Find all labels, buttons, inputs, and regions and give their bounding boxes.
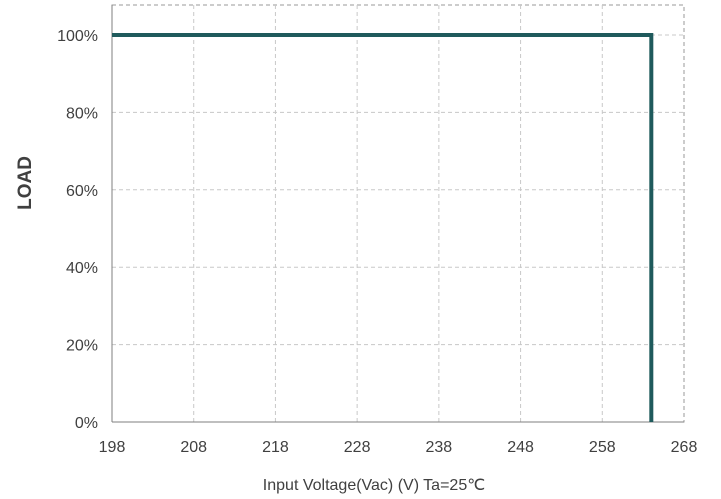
y-tick-label: 20% bbox=[66, 338, 98, 355]
series-group bbox=[112, 33, 654, 422]
load-curve bbox=[112, 33, 654, 422]
x-tick-label: 248 bbox=[507, 439, 534, 456]
x-tick-label: 228 bbox=[344, 439, 371, 456]
x-axis-title: Input Voltage(Vac) (V) Ta=25℃ bbox=[263, 477, 485, 494]
grid-lines bbox=[112, 5, 684, 422]
plot-frame bbox=[111, 4, 685, 423]
y-tick-label: 0% bbox=[75, 415, 98, 432]
y-axis-title: LOAD bbox=[15, 156, 36, 210]
x-tick-labels: 198 208 218 228 238 248 258 268 bbox=[99, 439, 698, 456]
x-tick-label: 268 bbox=[671, 439, 698, 456]
x-tick-label: 238 bbox=[426, 439, 453, 456]
x-tick-label: 218 bbox=[262, 439, 289, 456]
x-tick-label: 198 bbox=[99, 439, 126, 456]
y-tick-labels: 0% 20% 40% 60% 80% 100% bbox=[57, 28, 98, 432]
x-tick-label: 258 bbox=[589, 439, 616, 456]
y-tick-label: 60% bbox=[66, 183, 98, 200]
y-tick-label: 80% bbox=[66, 105, 98, 122]
y-tick-label: 40% bbox=[66, 260, 98, 277]
y-tick-label: 100% bbox=[57, 28, 98, 45]
x-tick-label: 208 bbox=[180, 439, 207, 456]
